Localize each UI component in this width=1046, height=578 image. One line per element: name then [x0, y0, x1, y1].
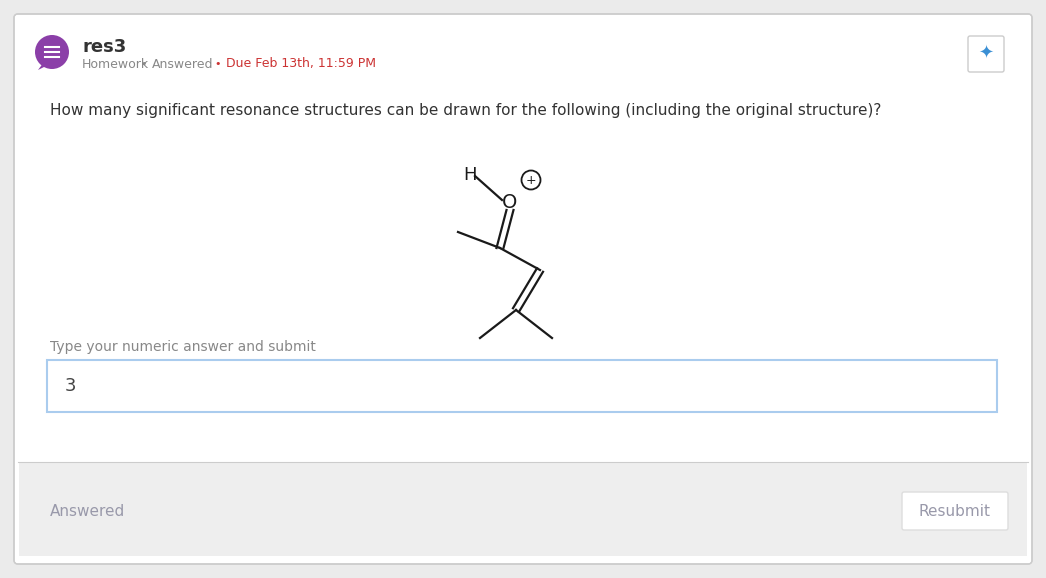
Text: •: • — [214, 59, 221, 69]
Text: Answered: Answered — [152, 57, 213, 71]
Text: Type your numeric answer and submit: Type your numeric answer and submit — [50, 340, 316, 354]
FancyBboxPatch shape — [968, 36, 1004, 72]
Text: Resubmit: Resubmit — [919, 503, 991, 518]
Text: Due Feb 13th, 11:59 PM: Due Feb 13th, 11:59 PM — [226, 57, 376, 71]
Polygon shape — [38, 62, 50, 70]
FancyBboxPatch shape — [902, 492, 1008, 530]
Text: •: • — [140, 59, 146, 69]
FancyBboxPatch shape — [47, 360, 997, 412]
Circle shape — [35, 35, 69, 69]
Circle shape — [522, 171, 541, 190]
Text: Homework: Homework — [82, 57, 150, 71]
Text: Answered: Answered — [50, 503, 126, 518]
Text: How many significant resonance structures can be drawn for the following (includ: How many significant resonance structure… — [50, 103, 882, 118]
Text: ✦: ✦ — [978, 45, 994, 63]
Text: 3: 3 — [65, 377, 76, 395]
FancyBboxPatch shape — [14, 14, 1032, 564]
Text: O: O — [502, 192, 518, 212]
Text: res3: res3 — [82, 38, 127, 56]
FancyBboxPatch shape — [19, 462, 1027, 556]
Text: H: H — [463, 166, 477, 184]
Text: +: + — [526, 173, 537, 187]
